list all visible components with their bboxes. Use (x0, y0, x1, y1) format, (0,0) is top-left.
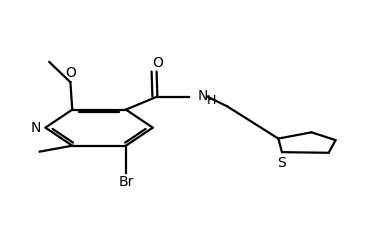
Text: S: S (278, 156, 286, 170)
Text: O: O (152, 56, 163, 70)
Text: H: H (207, 94, 217, 107)
Text: O: O (65, 66, 76, 80)
Text: Br: Br (118, 175, 134, 189)
Text: N: N (198, 89, 208, 103)
Text: N: N (30, 121, 41, 135)
